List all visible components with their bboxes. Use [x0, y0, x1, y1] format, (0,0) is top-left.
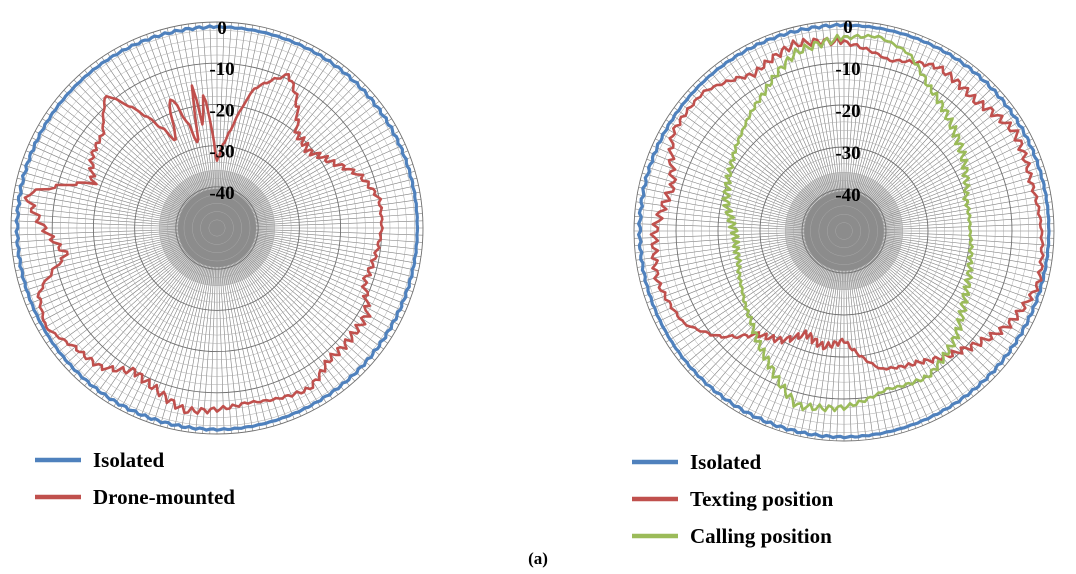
ring: [175, 186, 259, 270]
ring: [692, 79, 996, 383]
ring: [60, 71, 374, 385]
series-line-isolated: [14, 24, 420, 432]
r-tick-label: 0: [843, 17, 853, 38]
series-line-calling-position: [721, 33, 974, 413]
ring: [142, 153, 292, 303]
ring: [200, 211, 234, 245]
ring: [793, 180, 895, 282]
ring: [810, 197, 878, 265]
ring: [835, 222, 853, 240]
ring: [675, 62, 1013, 400]
r-tick-label: -20: [835, 101, 860, 122]
ring: [709, 96, 979, 366]
polar-chart-drone: 0 -10 -20 -30 -40: [10, 18, 424, 435]
ring: [751, 138, 937, 324]
series-line-isolated: [637, 22, 1051, 440]
ring: [27, 38, 407, 418]
ring: [84, 95, 350, 361]
ring: [742, 129, 946, 333]
ring: [726, 113, 962, 349]
ring: [109, 120, 325, 336]
ring: [801, 188, 887, 274]
r-tick-label: -30: [835, 143, 860, 164]
legend-drone: Isolated Drone-mounted: [35, 448, 235, 509]
polar-chart-phone: 0 -10 -20 -30 -40: [633, 17, 1055, 442]
legend-label: Drone-mounted: [93, 485, 235, 509]
series-line-texting-position: [649, 36, 1045, 371]
ring: [784, 171, 904, 291]
ring: [759, 146, 929, 316]
ring: [134, 145, 300, 311]
ring: [126, 137, 308, 319]
ring: [150, 161, 284, 295]
r-tick-label: -20: [209, 100, 234, 121]
r-tick-label: -40: [835, 185, 860, 206]
ring: [700, 87, 988, 375]
ring: [208, 219, 226, 237]
ring: [768, 155, 920, 307]
legend-label: Texting position: [690, 487, 834, 511]
series-line-drone-mounted: [23, 73, 384, 415]
ring: [92, 103, 342, 353]
center-shading: [804, 191, 884, 271]
ring: [658, 45, 1030, 417]
ring: [826, 213, 862, 249]
legend-label: Calling position: [690, 524, 832, 548]
figure-caption: (a): [528, 549, 548, 568]
r-tick-label: -10: [209, 59, 234, 80]
ring: [101, 112, 333, 344]
r-tick-label: -40: [209, 183, 234, 204]
ring: [10, 21, 424, 435]
center-shading: [177, 188, 257, 268]
ring: [76, 87, 358, 369]
legend-phone: Isolated Texting position Calling position: [632, 450, 834, 548]
ring: [43, 54, 391, 402]
r-tick-label: -30: [209, 142, 234, 163]
r-tick-label: -10: [835, 59, 860, 80]
legend-label: Isolated: [690, 450, 761, 474]
ring: [818, 205, 870, 257]
ring: [159, 170, 275, 286]
ring: [684, 71, 1004, 391]
ring: [776, 163, 912, 299]
ring: [183, 194, 251, 262]
ring: [117, 128, 317, 328]
r-tick-label: 0: [217, 18, 227, 39]
ring: [167, 178, 267, 278]
ring: [35, 46, 399, 410]
ring: [68, 79, 366, 377]
legend-label: Isolated: [93, 448, 164, 472]
ring: [192, 203, 242, 253]
ring: [633, 20, 1055, 442]
ring: [642, 29, 1046, 433]
ring: [667, 54, 1021, 408]
